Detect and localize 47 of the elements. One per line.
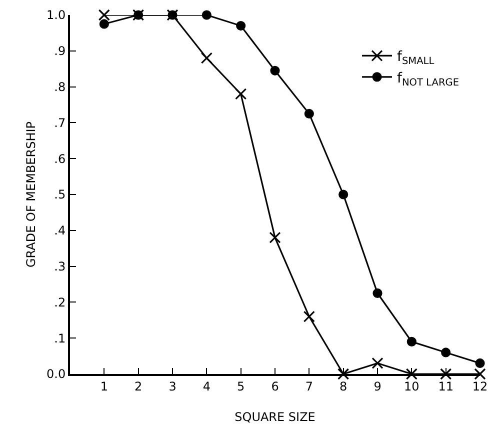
- x-tick-label: 6: [271, 379, 279, 394]
- y-axis-title: GRADE OF MEMBERSHIP: [24, 121, 38, 268]
- point: [236, 20, 246, 31]
- x-tick-label: 2: [134, 379, 142, 394]
- y-tick-label: .2: [54, 295, 66, 310]
- x-tick-label: 4: [202, 379, 210, 394]
- point: [269, 232, 281, 244]
- y-tick-label: .3: [54, 260, 66, 274]
- legend-label: f$_{NOT LARGE}$: [397, 70, 460, 88]
- point: [202, 10, 212, 20]
- point: [338, 190, 348, 200]
- legend-label: f$_{SMALL}$: [397, 49, 435, 68]
- x-tick-label: 8: [340, 379, 348, 394]
- point: [406, 368, 418, 380]
- x-tick-label: 3: [168, 379, 176, 394]
- y-tick-label: .9: [54, 44, 66, 58]
- x-tick-label: 1: [100, 379, 108, 394]
- y-tick-label: .6: [54, 152, 66, 166]
- x-axis-title: SQUARE SIZE: [234, 410, 316, 424]
- point: [475, 358, 485, 368]
- x-tick-label: 10: [404, 379, 420, 394]
- point: [98, 9, 110, 21]
- point: [304, 108, 314, 119]
- point: [235, 88, 247, 100]
- y-tick-label: .8: [54, 80, 66, 94]
- y-tick-label: .4: [54, 224, 66, 238]
- x-tick-label: 11: [438, 379, 454, 394]
- point: [372, 288, 382, 298]
- point: [270, 66, 280, 76]
- y-tick-label: 1.0: [46, 8, 66, 22]
- point: [303, 310, 315, 322]
- point: [372, 357, 384, 370]
- point: [338, 368, 350, 380]
- y-tick-label: .5: [54, 188, 66, 202]
- point: [406, 336, 416, 346]
- y-tick-label: .7: [54, 116, 66, 130]
- point: [200, 52, 212, 64]
- point: [99, 19, 109, 29]
- x-tick-label: 5: [237, 379, 245, 394]
- x-tick-label: 7: [305, 379, 313, 394]
- point: [440, 368, 452, 380]
- y-tick-label: .1: [54, 331, 66, 346]
- x-tick-label: 9: [374, 379, 382, 394]
- point: [474, 368, 486, 380]
- x-tick-label: 12: [472, 379, 488, 394]
- point: [441, 348, 451, 358]
- y-tick-label: 0.0: [46, 367, 66, 382]
